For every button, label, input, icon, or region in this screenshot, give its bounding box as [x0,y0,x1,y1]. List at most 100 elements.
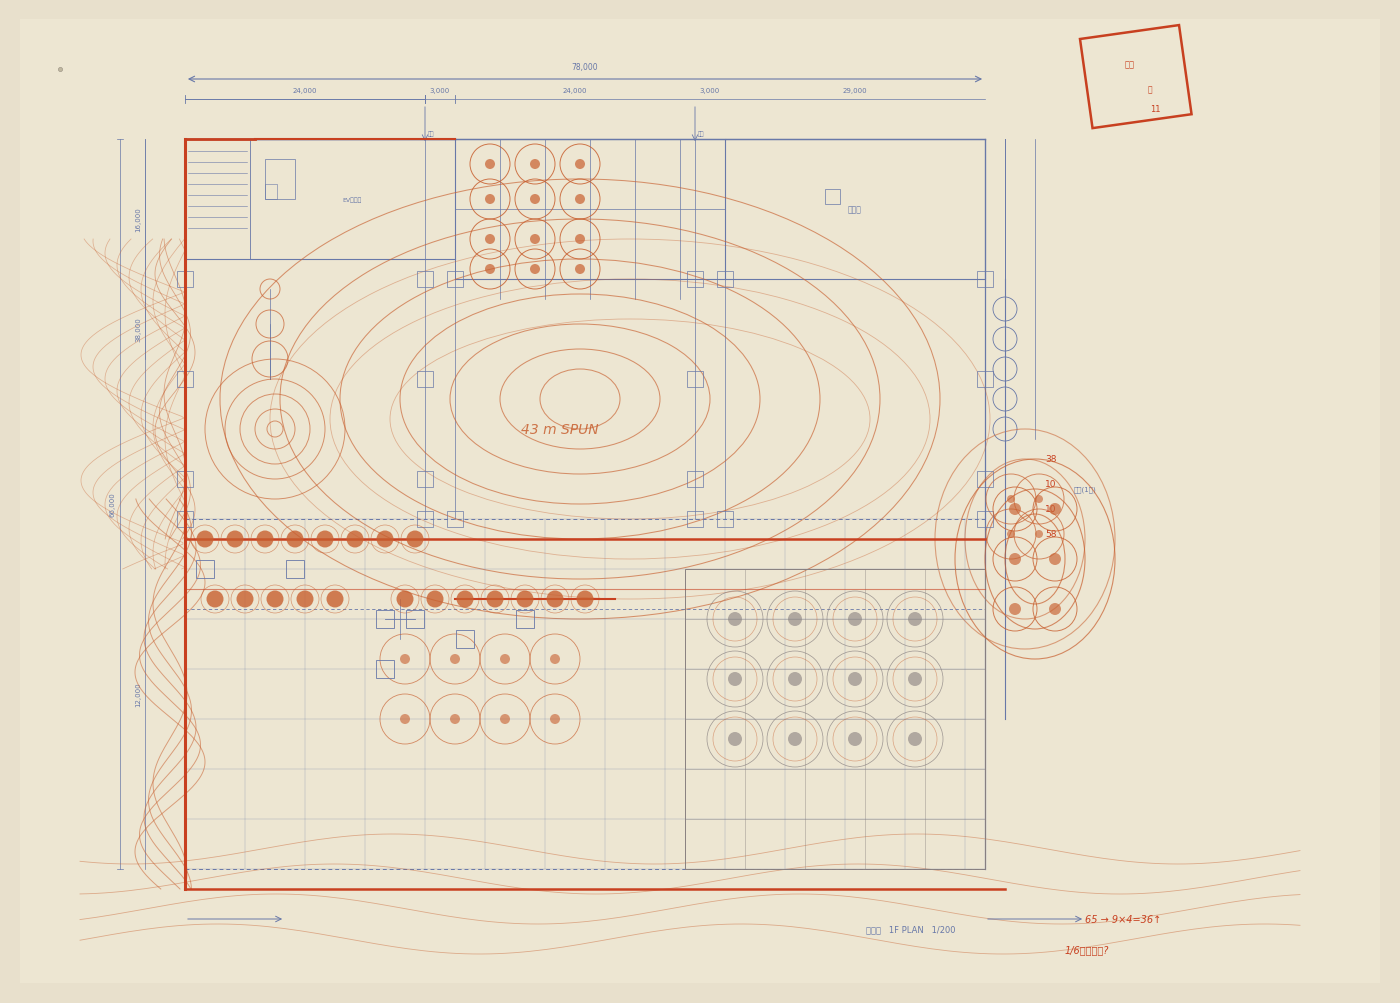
Circle shape [396,591,413,608]
Text: 24,000: 24,000 [293,88,318,94]
Circle shape [316,531,333,548]
Bar [417,512,433,528]
Circle shape [728,672,742,686]
Bar [825,190,840,205]
Circle shape [484,235,496,245]
Circle shape [237,591,253,608]
Circle shape [531,265,540,275]
Circle shape [909,672,923,686]
Circle shape [484,265,496,275]
Bar [687,512,703,528]
Circle shape [1049,554,1061,566]
Circle shape [575,195,585,205]
Circle shape [266,591,284,608]
Bar [447,272,463,288]
Circle shape [1009,604,1021,616]
Circle shape [256,531,273,548]
Text: 3,000: 3,000 [430,88,451,94]
Circle shape [848,732,862,746]
Bar [456,630,475,648]
Text: 10: 10 [1044,505,1057,514]
Bar [176,372,193,387]
Text: 38: 38 [1044,455,1057,464]
Bar [447,512,463,528]
Text: 上屋(1階): 上屋(1階) [1074,486,1096,492]
Bar [377,660,393,678]
Text: 58: 58 [1044,530,1057,539]
Circle shape [575,159,585,170]
Circle shape [406,531,424,548]
Bar [977,512,993,528]
Circle shape [848,672,862,686]
Text: 24,000: 24,000 [563,88,587,94]
Circle shape [377,531,393,548]
Circle shape [400,714,410,724]
Circle shape [909,732,923,746]
Bar [417,272,433,288]
Circle shape [449,714,461,724]
Circle shape [550,654,560,664]
Circle shape [788,672,802,686]
Text: 11: 11 [1149,105,1161,114]
Text: 1/6はどうか?: 1/6はどうか? [1065,944,1109,954]
Text: 号: 号 [1148,85,1152,94]
Circle shape [427,591,444,608]
Bar [377,611,393,628]
Bar [717,272,734,288]
Circle shape [788,732,802,746]
Bar [196,561,214,579]
Circle shape [1009,504,1021,516]
Text: 全動中   1F PLAN   1/200: 全動中 1F PLAN 1/200 [865,925,955,934]
Circle shape [546,591,564,608]
Circle shape [909,613,923,627]
Circle shape [287,531,304,548]
Circle shape [848,613,862,627]
Bar [1079,26,1191,129]
Bar [685,570,986,870]
Bar [176,512,193,528]
Text: 29,000: 29,000 [843,88,868,94]
Bar [417,471,433,487]
Circle shape [788,613,802,627]
Bar [176,471,193,487]
Circle shape [531,159,540,170]
Circle shape [487,591,504,608]
Bar [406,611,424,628]
Circle shape [531,195,540,205]
Circle shape [196,531,214,548]
Text: 入口: 入口 [699,131,704,136]
Circle shape [531,235,540,245]
Text: 3,000: 3,000 [700,88,720,94]
Circle shape [575,265,585,275]
Circle shape [500,654,510,664]
Text: 16,000: 16,000 [134,208,141,232]
Text: 66,000: 66,000 [109,492,115,517]
Circle shape [1007,495,1015,504]
Bar [687,272,703,288]
Bar [687,372,703,387]
Bar [265,185,277,200]
Text: 78,000: 78,000 [571,63,598,72]
Text: 43 m SPUN: 43 m SPUN [521,422,599,436]
Circle shape [728,613,742,627]
Bar [176,272,193,288]
Bar [265,159,295,200]
Text: 65 → 9×4=36↑: 65 → 9×4=36↑ [1085,914,1161,924]
Bar [687,471,703,487]
Text: EV機械室: EV機械室 [343,197,363,203]
Circle shape [484,195,496,205]
Circle shape [207,591,224,608]
Text: 10: 10 [1044,480,1057,489]
Circle shape [326,591,343,608]
Circle shape [577,591,594,608]
Circle shape [1049,504,1061,516]
Circle shape [1035,531,1043,539]
Circle shape [456,591,473,608]
Text: 38,000: 38,000 [134,317,141,342]
Bar [517,611,533,628]
Circle shape [484,159,496,170]
Text: 申送: 申送 [1126,60,1135,69]
Circle shape [227,531,244,548]
Circle shape [347,531,364,548]
Circle shape [575,235,585,245]
